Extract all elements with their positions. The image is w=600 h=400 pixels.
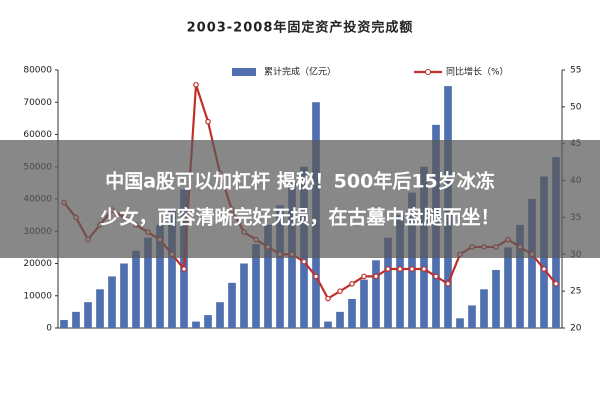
y-tick-label: 70000 bbox=[23, 98, 52, 108]
banner-line: 中国a股可以加杠杆 揭秘！500年后15岁冰冻 bbox=[105, 170, 495, 193]
line-marker bbox=[409, 266, 415, 272]
line-marker bbox=[325, 295, 331, 302]
bar bbox=[120, 263, 128, 328]
y-tick-label: 60000 bbox=[23, 130, 52, 140]
bar bbox=[108, 276, 116, 328]
line-marker bbox=[553, 280, 559, 287]
bar bbox=[480, 289, 488, 328]
line-marker bbox=[373, 273, 379, 280]
legend-swatch bbox=[425, 69, 431, 75]
bar bbox=[240, 263, 248, 328]
bar bbox=[192, 321, 200, 328]
bar bbox=[408, 192, 416, 328]
y2-tick-label: 55 bbox=[570, 66, 581, 76]
bar bbox=[60, 319, 68, 328]
bar bbox=[144, 237, 152, 328]
y-tick-label: 0 bbox=[46, 324, 52, 334]
bar bbox=[84, 302, 92, 328]
line-marker bbox=[445, 280, 451, 287]
bar bbox=[252, 244, 260, 328]
y2-tick-label: 25 bbox=[570, 287, 581, 297]
legend-swatch bbox=[232, 68, 256, 76]
y-tick-label: 10000 bbox=[23, 291, 52, 301]
bar bbox=[372, 260, 380, 328]
bar bbox=[264, 224, 272, 328]
banner-line: 少女，面容清晰完好无损，在古墓中盘腿而坐！ bbox=[99, 206, 499, 229]
y-tick-label: 80000 bbox=[23, 66, 52, 76]
bar bbox=[72, 311, 80, 328]
line-marker bbox=[385, 266, 391, 272]
line-marker bbox=[193, 81, 199, 88]
line-marker bbox=[181, 266, 187, 272]
bar bbox=[216, 302, 224, 328]
bar bbox=[96, 289, 104, 328]
bar bbox=[468, 305, 476, 328]
banner-background bbox=[0, 140, 600, 258]
line-marker bbox=[337, 288, 343, 294]
bar bbox=[504, 247, 512, 328]
line-marker bbox=[433, 273, 439, 280]
bar bbox=[276, 205, 284, 328]
line-marker bbox=[205, 118, 211, 125]
line-marker bbox=[397, 266, 403, 272]
y-tick-label: 20000 bbox=[23, 259, 52, 269]
y2-tick-label: 50 bbox=[570, 102, 582, 112]
chart-title: 2003-2008年固定资产投资完成额 bbox=[187, 20, 414, 36]
legend-label: 同比增长（%） bbox=[446, 66, 509, 78]
line-marker bbox=[361, 273, 367, 280]
line-marker bbox=[421, 266, 427, 272]
bar bbox=[456, 318, 464, 328]
line-marker bbox=[349, 280, 355, 287]
bar bbox=[360, 279, 368, 328]
y2-tick-label: 20 bbox=[570, 324, 582, 334]
bar bbox=[228, 282, 236, 328]
bar bbox=[204, 315, 212, 328]
bar bbox=[168, 208, 176, 328]
bar bbox=[348, 298, 356, 328]
bar bbox=[516, 224, 524, 328]
bar bbox=[384, 237, 392, 328]
bar bbox=[132, 250, 140, 328]
bar bbox=[324, 321, 332, 328]
bar bbox=[492, 269, 500, 328]
bar bbox=[336, 311, 344, 328]
legend-label: 累计完成（亿元） bbox=[264, 66, 336, 78]
bar bbox=[156, 224, 164, 328]
bar bbox=[528, 199, 536, 328]
line-marker bbox=[301, 258, 307, 265]
line-marker bbox=[541, 266, 547, 272]
line-marker bbox=[313, 273, 319, 280]
